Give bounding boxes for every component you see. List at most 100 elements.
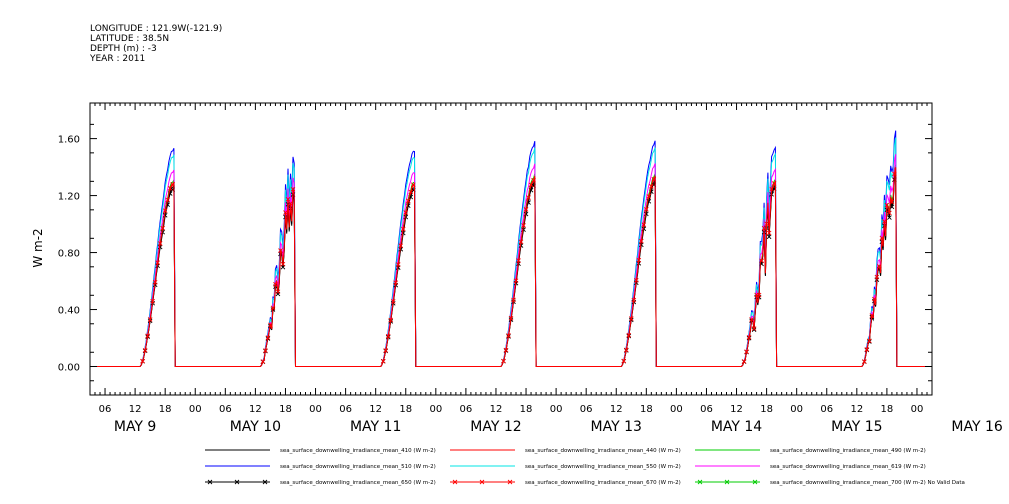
series-line-0: [90, 170, 932, 367]
series-marker-7: [162, 208, 168, 213]
series-marker-7: [405, 198, 411, 204]
series-marker-7: [651, 176, 657, 182]
header-longitude: LONGITUDE : 121.9W(-121.9): [90, 24, 222, 34]
series-marker-7: [638, 238, 644, 244]
series-marker-7: [270, 305, 276, 311]
x-hour-label: 00: [429, 404, 442, 415]
header-year: YEAR : 2011: [89, 54, 145, 64]
legend-label-2: sea_surface_downwelling_irradiance_mean_…: [770, 448, 926, 454]
series-marker-7: [265, 335, 271, 341]
series-line-1: [90, 168, 932, 367]
series-marker-7: [877, 263, 882, 269]
series-marker-7: [528, 182, 534, 188]
series-marker-7: [623, 347, 629, 353]
series-marker-7: [283, 210, 288, 215]
series-line-3: [90, 130, 932, 367]
x-hour-label: 18: [881, 404, 894, 415]
series-marker-7: [390, 299, 396, 304]
series-marker-7: [746, 334, 752, 340]
x-hour-label: 18: [760, 404, 773, 415]
series-marker-7: [157, 241, 163, 246]
series-marker-7: [741, 359, 747, 364]
x-hour-label: 00: [550, 404, 563, 415]
series-marker-7: [400, 226, 406, 232]
series-marker-7: [889, 199, 895, 205]
series-marker-7: [892, 171, 897, 177]
series-line-2: [90, 164, 932, 367]
series-marker-7: [513, 278, 519, 284]
series-marker-7: [531, 177, 536, 183]
series-marker-7: [508, 315, 514, 321]
x-hour-label: 06: [580, 404, 593, 415]
series-marker-7: [526, 195, 531, 200]
legend-marker-6: [234, 479, 240, 485]
x-hour-label: 06: [460, 404, 473, 415]
series-marker-7: [766, 230, 772, 236]
series-marker-7: [759, 258, 764, 264]
series-marker-7: [383, 348, 389, 353]
x-hour-label: 12: [490, 404, 503, 415]
series-marker-7: [636, 257, 642, 263]
series-marker-7: [864, 347, 870, 352]
x-hour-label: 18: [399, 404, 412, 415]
series-marker-7: [872, 296, 877, 302]
x-hour-label: 12: [369, 404, 382, 415]
legend-label-7: sea_surface_downwelling_irradiance_mean_…: [525, 480, 681, 486]
series-marker-7: [501, 358, 506, 364]
series-marker-6: [162, 212, 168, 218]
series-marker-7: [867, 338, 872, 344]
series-marker-7: [628, 316, 634, 321]
series-marker-7: [388, 317, 394, 323]
x-day-label: MAY 13: [591, 419, 642, 435]
legend-marker-6: [207, 479, 213, 485]
x-hour-label: 18: [520, 404, 533, 415]
x-hour-label: 00: [911, 404, 924, 415]
series-line-7: [90, 167, 932, 367]
series-marker-7: [771, 181, 777, 186]
series-marker-6: [889, 204, 895, 210]
legend-marker-8: [724, 479, 730, 485]
x-day-label: MAY 14: [711, 419, 762, 435]
series-marker-7: [170, 181, 176, 187]
x-hour-label: 18: [279, 404, 292, 415]
series-marker-7: [140, 358, 145, 364]
series-marker-7: [646, 193, 652, 199]
series-marker-7: [626, 332, 632, 338]
legend-marker-7: [452, 479, 458, 485]
series-marker-7: [263, 348, 268, 353]
series-marker-7: [278, 248, 283, 253]
series-layer: [90, 130, 932, 367]
series-marker-7: [506, 333, 511, 338]
series-marker-7: [631, 297, 637, 303]
legend-label-6: sea_surface_downwelling_irradiance_mean_…: [280, 480, 436, 486]
x-hour-label: 06: [99, 404, 112, 415]
series-marker-7: [744, 349, 749, 354]
x-hour-label: 06: [700, 404, 713, 415]
x-hour-label: 12: [129, 404, 142, 415]
series-line-6: [90, 173, 932, 367]
series-marker-7: [275, 289, 281, 295]
series-line-4: [90, 137, 932, 367]
series-marker-7: [380, 358, 386, 364]
series-marker-7: [285, 197, 291, 202]
series-marker-7: [633, 277, 639, 283]
x-hour-label: 12: [850, 404, 863, 415]
series-marker-7: [756, 292, 762, 298]
plot-frame: [89, 102, 933, 396]
series-marker-7: [523, 207, 529, 212]
x-hour-label: 00: [309, 404, 322, 415]
series-marker-7: [398, 243, 404, 248]
legend-label-3: sea_surface_downwelling_irradiance_mean_…: [280, 464, 436, 470]
series-marker-7: [290, 187, 296, 192]
series-marker-7: [167, 185, 173, 191]
x-hour-label: 06: [219, 404, 232, 415]
series-marker-6: [398, 246, 404, 252]
series-marker-7: [385, 333, 391, 339]
x-hour-label: 12: [249, 404, 262, 415]
x-hour-label: 06: [339, 404, 352, 415]
x-hour-label: 12: [730, 404, 743, 415]
legend-marker-6: [262, 479, 268, 485]
series-marker-7: [503, 347, 509, 353]
series-marker-7: [142, 348, 148, 353]
header-latitude: LATITUDE : 38.5N: [90, 34, 169, 44]
